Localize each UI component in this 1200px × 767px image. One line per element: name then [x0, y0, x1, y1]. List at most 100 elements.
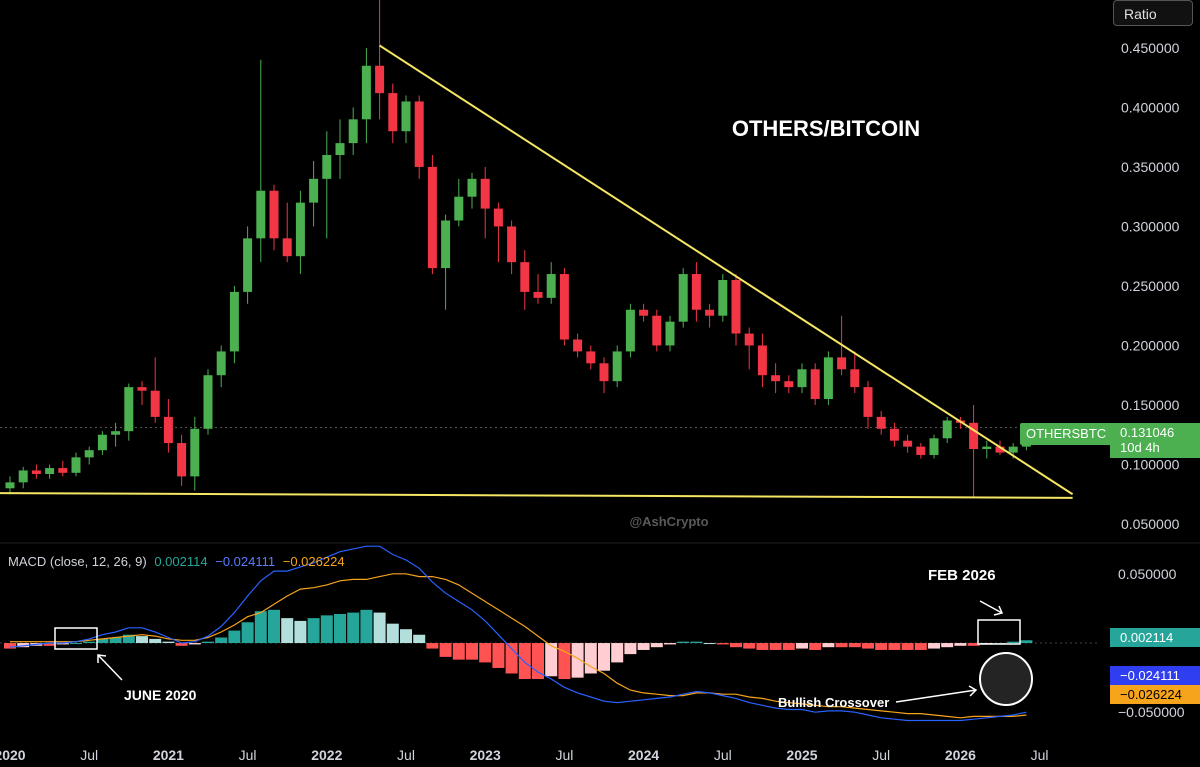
june-2020-arrowhead	[97, 654, 107, 663]
macd-histogram-bar	[1020, 640, 1033, 644]
macd-histogram-bar	[954, 643, 967, 646]
price-tick-label: 0.400000	[1121, 99, 1180, 115]
macd-histogram-bar	[769, 643, 782, 650]
macd-histogram-bar	[598, 643, 610, 671]
candle-body	[45, 468, 55, 475]
macd-histogram-bar	[730, 643, 742, 648]
candle-body	[665, 321, 675, 346]
trendlines	[0, 44, 1074, 499]
macd-histogram-bar	[347, 612, 360, 644]
macd-histogram-bar	[241, 622, 254, 644]
macd-legend-macd: −0.024111	[215, 554, 276, 569]
candle-body	[243, 238, 253, 292]
price-axis: 0.450000 0.400000 0.350000 0.300000 0.250000…	[1121, 40, 1180, 532]
feb-2026-arrow	[979, 600, 1003, 614]
symbol-label: OTHERSBTC	[1020, 423, 1113, 445]
macd-histogram-bar	[941, 643, 954, 648]
candle-body	[190, 428, 200, 477]
time-axis: 2020 Jul 2021 Jul 2022 Jul 2023 Jul 2024 Jul 2025 J…	[0, 747, 1049, 763]
candle-body	[375, 65, 385, 94]
candle-body	[216, 351, 226, 376]
candle-body	[493, 208, 503, 227]
candle-body	[111, 431, 121, 435]
candle-body	[784, 381, 794, 388]
candle-body	[969, 422, 979, 450]
candle-body	[229, 291, 239, 352]
candle-body	[507, 226, 517, 263]
candle-body	[84, 450, 94, 458]
ratio-button[interactable]: Ratio	[1113, 0, 1193, 26]
candle-body	[810, 369, 820, 400]
macd-histogram-bar	[809, 643, 822, 650]
candles	[5, 0, 1031, 498]
candle-body	[309, 178, 319, 203]
candle-body	[837, 357, 847, 370]
macd-histogram-bar	[254, 611, 267, 644]
candle-body	[889, 428, 899, 441]
macd-histogram-bar	[122, 634, 135, 644]
chart-title: OTHERS/BITCOIN	[732, 116, 920, 141]
candle-body	[1008, 446, 1018, 453]
macd-histogram-bar	[334, 613, 346, 644]
macd-histogram-bar	[17, 643, 30, 648]
candle-body	[5, 482, 15, 489]
crossover-circle	[979, 652, 1033, 706]
candle-body	[71, 457, 81, 473]
macd-histogram-bar	[743, 643, 756, 649]
candle-body	[520, 262, 530, 292]
last-price: 0.131046	[1120, 425, 1175, 440]
candle-body	[559, 274, 569, 340]
macd-histogram-bar	[268, 609, 280, 644]
macd-legend: MACD (close, 12, 26, 9) 0.002114 −0.0241…	[8, 554, 349, 569]
macd-histogram-bar	[452, 643, 465, 660]
time-tick-label: Jul	[239, 747, 257, 763]
macd-histogram-bar	[202, 641, 214, 644]
macd-histogram-bar	[281, 618, 294, 644]
macd-histogram-bar	[294, 620, 307, 644]
candle-body	[995, 446, 1005, 453]
candle-body	[573, 339, 583, 352]
macd-histogram-bar	[914, 643, 927, 650]
candle-body	[124, 387, 134, 432]
macd-histogram-bar	[4, 643, 16, 649]
candle-body	[269, 190, 279, 239]
candle-body	[678, 274, 688, 322]
candle-body	[322, 155, 332, 179]
macd-histogram	[4, 609, 1033, 680]
macd-histogram-bar	[162, 641, 175, 644]
candle-body	[467, 178, 477, 197]
bullish-arrowhead	[968, 685, 978, 697]
trendline	[379, 44, 1074, 496]
macd-histogram-bar	[307, 618, 320, 644]
macd-histogram-bar	[413, 634, 426, 644]
macd-histogram-bar	[136, 636, 148, 644]
macd-line	[9, 545, 1027, 722]
macd-histogram-bar	[373, 612, 386, 644]
candle-body	[942, 420, 952, 439]
macd-histogram-bar	[848, 643, 861, 648]
candle-body	[903, 440, 913, 447]
macd-histogram-bar	[558, 643, 571, 680]
time-tick-label: 2023	[470, 747, 501, 763]
feb-2026-box	[977, 619, 1021, 645]
time-tick-label: Jul	[872, 747, 890, 763]
macd-histogram-bar	[888, 643, 901, 650]
candle-body	[797, 369, 807, 388]
macd-histogram-bar	[611, 643, 624, 663]
macd-histogram-bar	[545, 643, 558, 677]
candle-body	[863, 387, 873, 417]
signal-value-box: −0.026224	[1110, 685, 1200, 704]
macd-histogram-bar	[637, 643, 650, 650]
macd-histogram-bar	[83, 641, 96, 644]
candle-body	[480, 178, 490, 209]
countdown: 10d 4h	[1120, 440, 1160, 455]
candle-body	[427, 166, 437, 269]
candle-body	[705, 309, 715, 316]
candle-body	[731, 280, 741, 334]
june-2020-arrow	[97, 654, 123, 681]
june-2020-box	[54, 627, 98, 650]
time-tick-label: Jul	[80, 747, 98, 763]
candle-body	[771, 375, 781, 382]
macd-histogram-bar	[1007, 641, 1020, 644]
candle-body	[625, 309, 635, 352]
